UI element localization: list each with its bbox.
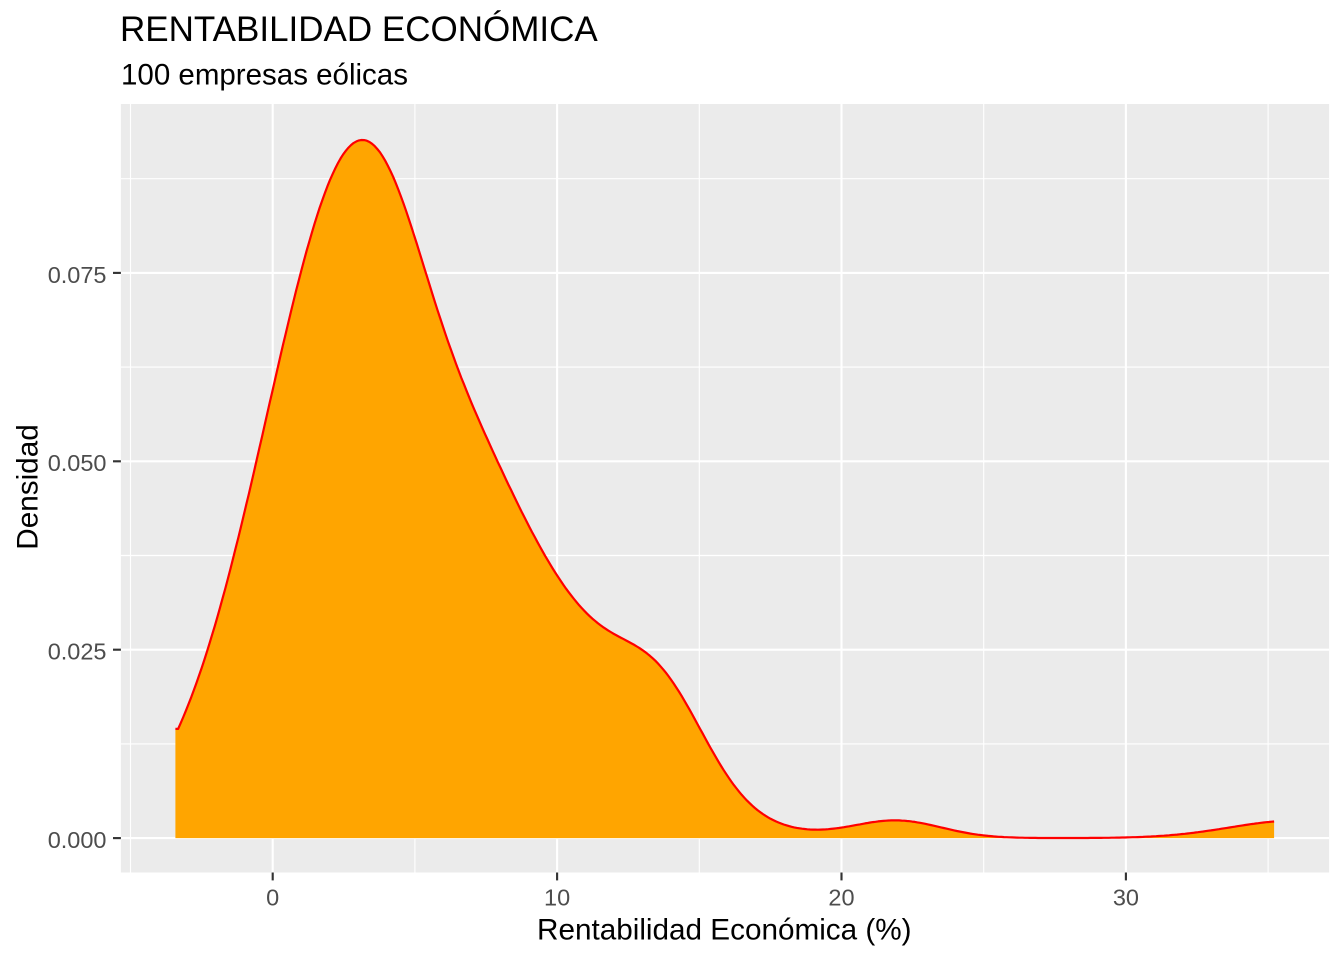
svg-text:0.075: 0.075 — [48, 262, 107, 288]
svg-text:0: 0 — [266, 885, 279, 911]
svg-text:Rentabilidad Económica (%): Rentabilidad Económica (%) — [537, 913, 912, 946]
svg-text:Densidad: Densidad — [12, 424, 45, 549]
svg-text:20: 20 — [828, 885, 854, 911]
svg-text:RENTABILIDAD ECONÓMICA: RENTABILIDAD ECONÓMICA — [120, 10, 598, 49]
svg-text:0.050: 0.050 — [48, 450, 107, 476]
svg-text:30: 30 — [1113, 885, 1139, 911]
svg-text:10: 10 — [544, 885, 570, 911]
svg-text:0.000: 0.000 — [48, 827, 107, 853]
svg-text:0.025: 0.025 — [48, 639, 107, 665]
svg-text:100 empresas eólicas: 100 empresas eólicas — [121, 58, 408, 91]
